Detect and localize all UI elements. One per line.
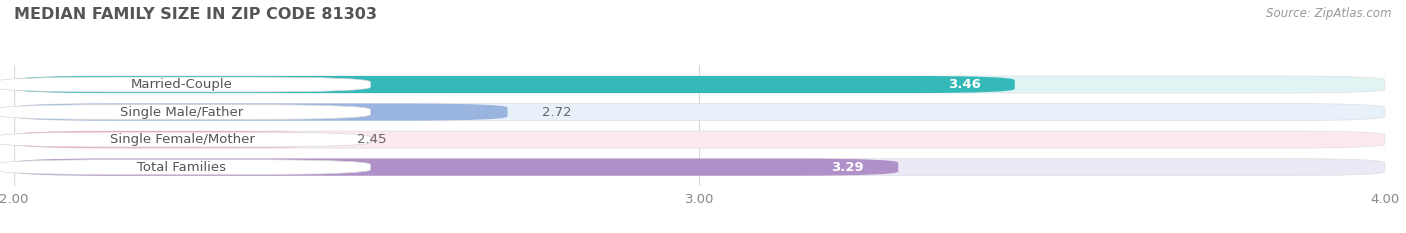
FancyBboxPatch shape [0, 105, 371, 120]
Text: Single Female/Mother: Single Female/Mother [110, 133, 254, 146]
Text: 2.45: 2.45 [357, 133, 387, 146]
FancyBboxPatch shape [14, 159, 898, 176]
FancyBboxPatch shape [0, 77, 371, 92]
Text: 3.29: 3.29 [831, 161, 865, 174]
Text: Source: ZipAtlas.com: Source: ZipAtlas.com [1267, 7, 1392, 20]
FancyBboxPatch shape [14, 159, 1385, 176]
Text: Total Families: Total Families [138, 161, 226, 174]
FancyBboxPatch shape [14, 103, 508, 121]
FancyBboxPatch shape [14, 103, 1385, 121]
FancyBboxPatch shape [14, 76, 1385, 93]
FancyBboxPatch shape [14, 76, 1015, 93]
Text: Single Male/Father: Single Male/Father [121, 106, 243, 119]
FancyBboxPatch shape [14, 131, 322, 148]
Text: 3.46: 3.46 [948, 78, 980, 91]
FancyBboxPatch shape [14, 131, 1385, 148]
Text: Married-Couple: Married-Couple [131, 78, 233, 91]
FancyBboxPatch shape [0, 132, 371, 147]
Text: MEDIAN FAMILY SIZE IN ZIP CODE 81303: MEDIAN FAMILY SIZE IN ZIP CODE 81303 [14, 7, 377, 22]
FancyBboxPatch shape [0, 160, 371, 175]
Text: 2.72: 2.72 [541, 106, 571, 119]
